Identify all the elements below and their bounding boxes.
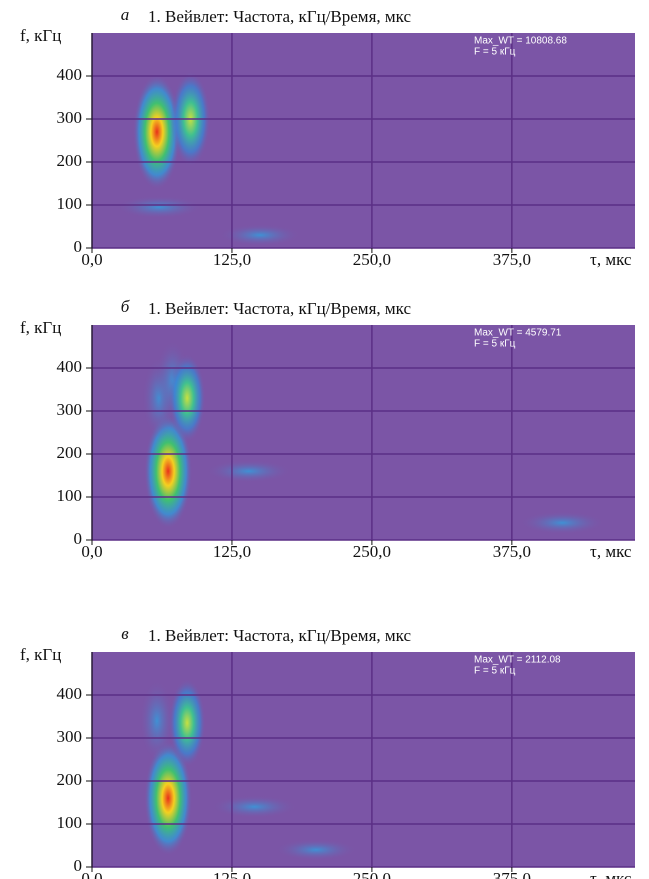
panel-letter: а — [121, 5, 130, 24]
x-tick-label: 250,0 — [353, 250, 391, 269]
y-axis-label: f, кГц — [20, 318, 61, 337]
annotation: F = 5 кГц — [474, 339, 516, 350]
y-tick-label: 200 — [57, 770, 83, 789]
y-axis-label: f, кГц — [20, 645, 61, 664]
annotation: F = 5 кГц — [474, 666, 516, 677]
annotation: Max_WT = 10808.68 — [474, 36, 567, 47]
wavelet-spot — [116, 195, 202, 219]
x-tick-label: 125,0 — [213, 250, 251, 269]
y-tick-label: 100 — [57, 194, 83, 213]
wavelet-spot — [211, 795, 297, 819]
y-tick-label: 200 — [57, 443, 83, 462]
wavelet-spot — [132, 74, 181, 190]
x-axis-label: τ, мкс — [590, 542, 632, 561]
wavelet-spot — [144, 413, 193, 529]
x-tick-label: 0,0 — [81, 250, 102, 269]
wavelet-spot — [219, 224, 301, 246]
panel-letter: б — [121, 297, 130, 316]
chart-title: 1. Вейвлет: Частота, кГц/Время, мкс — [148, 299, 411, 318]
x-axis-label: τ, мкс — [590, 869, 632, 879]
x-tick-label: 125,0 — [213, 869, 251, 879]
y-tick-label: 100 — [57, 813, 83, 832]
chart-title: 1. Вейвлет: Частота, кГц/Время, мкс — [148, 626, 411, 645]
y-tick-label: 400 — [57, 684, 83, 703]
x-tick-label: 375,0 — [493, 869, 531, 879]
wavelet-spot — [168, 353, 206, 443]
annotation: Max_WT = 2112.08 — [474, 655, 561, 666]
wavelet-spot — [144, 740, 193, 856]
x-tick-label: 375,0 — [493, 542, 531, 561]
y-tick-label: 300 — [57, 727, 83, 746]
x-tick-label: 250,0 — [353, 869, 391, 879]
wavelet-spot — [275, 839, 357, 861]
y-axis-label: f, кГц — [20, 26, 61, 45]
y-tick-label: 300 — [57, 400, 83, 419]
y-tick-label: 300 — [57, 108, 83, 127]
y-tick-label: 400 — [57, 357, 83, 376]
chart-title: 1. Вейвлет: Частота, кГц/Время, мкс — [148, 7, 411, 26]
wavelet-spot — [139, 680, 174, 762]
y-tick-label: 0 — [74, 856, 83, 875]
x-tick-label: 125,0 — [213, 542, 251, 561]
x-tick-label: 0,0 — [81, 869, 102, 879]
annotation: Max_WT = 4579.71 — [474, 328, 562, 339]
y-tick-label: 0 — [74, 529, 83, 548]
y-tick-label: 400 — [57, 65, 83, 84]
x-tick-label: 375,0 — [493, 250, 531, 269]
x-tick-label: 250,0 — [353, 542, 391, 561]
wavelet-spot — [206, 459, 292, 483]
x-axis-label: τ, мкс — [590, 250, 632, 269]
x-tick-label: 0,0 — [81, 542, 102, 561]
y-tick-label: 200 — [57, 151, 83, 170]
wavelet-spot — [168, 678, 206, 768]
y-tick-label: 0 — [74, 237, 83, 256]
annotation: F = 5 кГц — [474, 47, 516, 58]
panel-letter: в — [121, 624, 129, 643]
wavelet-spot — [519, 511, 605, 535]
y-tick-label: 100 — [57, 486, 83, 505]
